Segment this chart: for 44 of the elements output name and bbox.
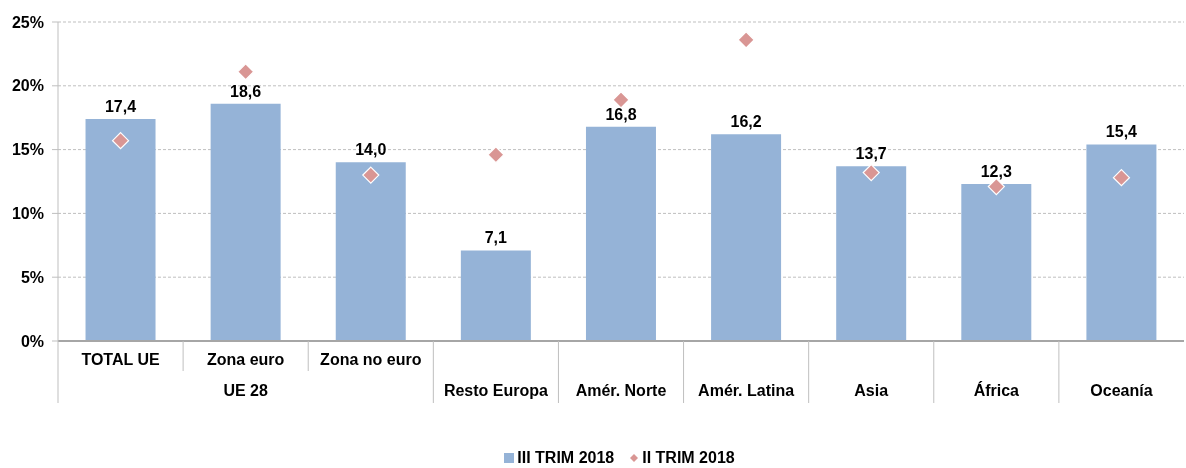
point <box>487 146 505 164</box>
data-label: 17,4 <box>104 97 137 115</box>
point <box>612 91 630 109</box>
data-label: 12,3 <box>980 163 1012 181</box>
bar <box>836 166 907 341</box>
x-tick-label: Amér. Norte <box>575 382 667 400</box>
y-tick-label: 5% <box>20 268 44 286</box>
bar <box>460 250 531 341</box>
point <box>862 163 880 182</box>
y-tick-label: 10% <box>11 205 44 223</box>
bar <box>585 126 656 341</box>
data-label: 7,1 <box>484 229 508 247</box>
bar <box>961 184 1032 341</box>
x-tick-label: Zona euro <box>206 351 285 369</box>
bar <box>1086 144 1157 341</box>
y-tick-label: 20% <box>11 77 44 95</box>
x-tick-label: TOTAL UE <box>81 351 160 369</box>
bar <box>85 118 156 341</box>
data-label: 16,2 <box>730 113 762 131</box>
x-tick-label: Oceanía <box>1090 382 1153 400</box>
y-tick-label: 15% <box>11 141 44 159</box>
data-label: 18,6 <box>230 82 262 100</box>
data-label: 14,0 <box>355 141 387 159</box>
data-label: 13,7 <box>855 145 887 163</box>
x-tick-label: Asia <box>854 382 889 400</box>
point <box>737 31 755 49</box>
bar <box>711 134 782 341</box>
x-tick-label: África <box>973 381 1020 400</box>
bar <box>335 162 406 341</box>
point <box>362 166 380 184</box>
text: UE 28 <box>223 382 268 400</box>
point <box>237 63 255 81</box>
point <box>111 132 130 150</box>
x-tick-label: Zona no euro <box>320 351 422 369</box>
data-label: 15,4 <box>1105 123 1138 141</box>
point <box>1112 169 1131 187</box>
legend-label: III TRIM 2018 <box>517 449 615 467</box>
x-tick-label: Amér. Latina <box>698 382 795 400</box>
data-label: 16,8 <box>605 105 637 123</box>
y-tick-label: 25% <box>11 13 44 31</box>
legend-label: II TRIM 2018 <box>642 449 735 467</box>
x-tick-label: Resto Europa <box>443 382 548 400</box>
bar <box>210 103 281 341</box>
y-tick-label: 0% <box>20 332 44 350</box>
